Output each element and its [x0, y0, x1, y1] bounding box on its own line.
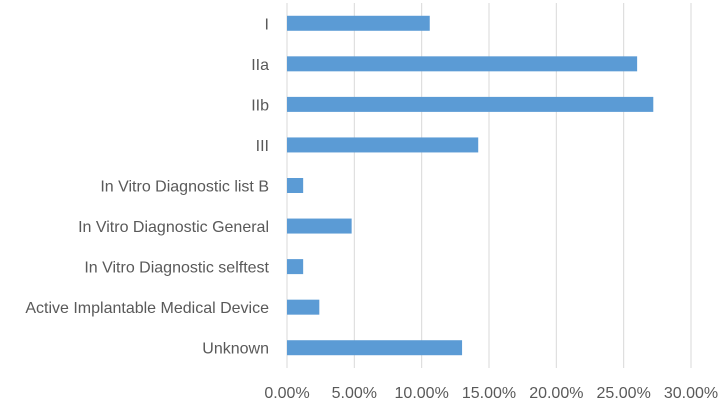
x-tick-label: 20.00%	[529, 385, 583, 402]
bar	[287, 15, 430, 31]
bar	[287, 56, 638, 72]
bar	[287, 340, 463, 356]
bar	[287, 137, 479, 153]
category-label: IIb	[251, 97, 269, 114]
bar	[287, 96, 654, 112]
x-axis-tick-labels: 0.00% 5.00% 10.00% 15.00% 20.00% 25.00% 30.00%	[264, 385, 718, 402]
x-tick-label: 25.00%	[597, 385, 651, 402]
bar	[287, 178, 304, 193]
x-tick-label: 0.00%	[264, 385, 309, 402]
category-label: Unknown	[202, 341, 269, 358]
bar	[287, 259, 304, 275]
bar	[287, 218, 352, 234]
category-label: In Vitro Diagnostic list B	[100, 179, 269, 196]
category-label: I	[265, 16, 269, 33]
x-tick-label: 30.00%	[664, 385, 718, 402]
category-label: III	[256, 138, 269, 155]
bar	[287, 299, 320, 315]
category-label: Active Implantable Medical Device	[25, 300, 269, 317]
category-labels: I IIa IIb III In Vitro Diagnostic list B In V…	[25, 16, 269, 357]
category-label: In Vitro Diagnostic selftest	[84, 260, 269, 277]
x-tick-label: 10.00%	[395, 385, 449, 402]
category-label: IIa	[251, 57, 269, 74]
x-tick-label: 5.00%	[332, 385, 377, 402]
bars	[287, 15, 654, 356]
x-tick-label: 15.00%	[462, 385, 516, 402]
category-label: In Vitro Diagnostic General	[78, 219, 269, 236]
